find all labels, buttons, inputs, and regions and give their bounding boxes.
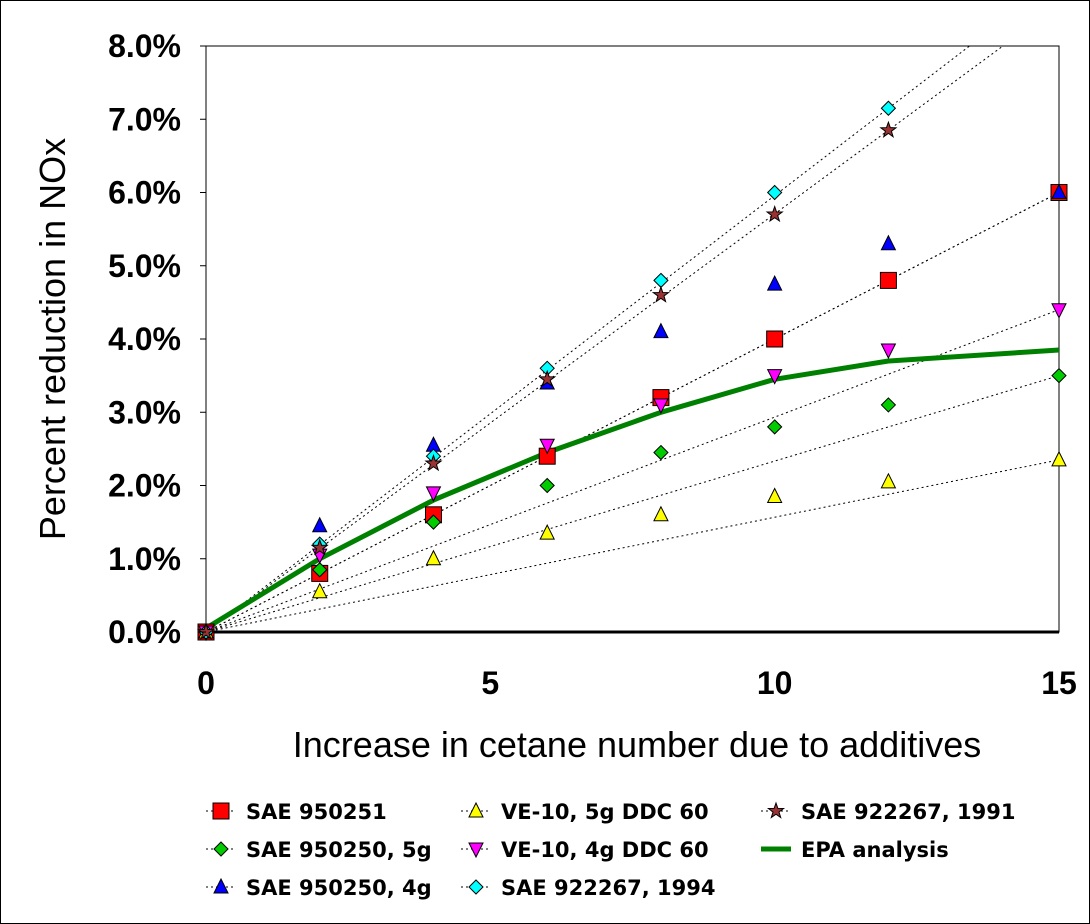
legend-label: SAE 950251: [246, 800, 387, 824]
legend-item: EPA analysis: [761, 838, 949, 862]
y-tick-label: 5.0%: [108, 248, 181, 284]
point-s4-5: [766, 369, 783, 385]
point-s1-4: [653, 444, 669, 461]
y-tick-label: 3.0%: [108, 394, 181, 430]
legend-label: SAE 922267, 1994: [501, 876, 715, 900]
point-s2-5: [766, 274, 783, 291]
legend-item: SAE 922267, 1991: [761, 800, 1015, 824]
point-s1-1: [312, 562, 328, 578]
trend-line-5: [205, 45, 970, 633]
x-tick-label: 0: [197, 665, 215, 701]
trend-line-3: [205, 459, 1060, 633]
y-tick-label: 4.0%: [108, 321, 181, 357]
y-tick-label: 0.0%: [108, 614, 181, 650]
point-s4-7: [1051, 303, 1067, 319]
legend-marker: [468, 879, 484, 895]
legend-item: SAE 922267, 1994: [461, 876, 715, 900]
point-s6-1: [310, 538, 329, 556]
point-s5-6: [880, 100, 897, 116]
point-s2-7: [1051, 183, 1067, 199]
legend-item: SAE 950250, 4g: [206, 876, 432, 900]
point-s1-6: [880, 397, 897, 413]
y-tick-label: 8.0%: [108, 28, 181, 64]
point-s5-4: [653, 272, 669, 289]
point-s5-5: [766, 184, 783, 201]
legend-label: SAE 950250, 4g: [246, 876, 432, 900]
point-s1-7: [1051, 367, 1067, 384]
point-s3-1: [311, 582, 328, 599]
point-s0-5: [766, 330, 784, 348]
x-tick-label: 5: [481, 665, 499, 701]
point-s6-5: [765, 204, 784, 223]
legend-label: VE-10, 4g DDC 60: [501, 838, 709, 862]
legend-marker: [213, 841, 229, 857]
point-s4-6: [880, 343, 897, 360]
legend-label: VE-10, 5g DDC 60: [501, 800, 709, 824]
y-tick-label: 1.0%: [108, 541, 181, 577]
legend-label: EPA analysis: [801, 838, 949, 862]
point-s6-0: [196, 622, 216, 640]
trend-line-1: [205, 375, 1060, 633]
legend-marker: [212, 802, 230, 820]
plot-area-border: [205, 45, 1060, 633]
point-s4-2: [425, 486, 442, 502]
legend: SAE 950251 SAE 950250, 5g SAE 950250, 4g VE…: [206, 800, 1015, 900]
legend-marker: [468, 842, 484, 859]
point-s6-3: [538, 369, 557, 388]
point-s3-7: [1051, 450, 1067, 467]
point-s1-3: [539, 477, 555, 494]
point-s1-5: [766, 419, 783, 435]
point-s3-4: [653, 505, 669, 522]
point-s4-4: [653, 398, 669, 415]
point-s3-5: [766, 487, 783, 503]
x-axis-title: Increase in cetane number due to additiv…: [293, 724, 981, 765]
point-s2-4: [653, 322, 669, 339]
y-tick-label: 6.0%: [108, 175, 181, 211]
epa-analysis-line: [204, 347, 1060, 631]
legend-item: VE-10, 5g DDC 60: [461, 800, 709, 824]
point-s3-2: [425, 549, 442, 566]
legend-marker: [468, 801, 484, 818]
point-s0-6: [879, 271, 897, 289]
point-s6-2: [424, 453, 443, 472]
point-s3-3: [539, 523, 556, 540]
legend-item: SAE 950250, 5g: [206, 838, 432, 862]
y-tick-label: 7.0%: [108, 101, 181, 137]
legend-item: VE-10, 4g DDC 60: [461, 838, 709, 862]
point-s2-6: [880, 234, 897, 251]
trend-line-4: [205, 309, 1060, 633]
point-s4-3: [539, 438, 556, 455]
legend-marker: [213, 877, 229, 894]
legend-label: SAE 922267, 1991: [801, 800, 1015, 824]
legend-marker: [766, 801, 786, 819]
y-axis-title: Percent reduction in NOx: [32, 138, 73, 540]
legend-label: SAE 950250, 5g: [246, 838, 432, 862]
point-s1-2: [425, 514, 442, 530]
point-s3-6: [880, 472, 897, 489]
trend-line-2: [205, 192, 1060, 633]
point-s6-4: [651, 285, 670, 303]
y-tick-label: 2.0%: [108, 468, 181, 504]
x-tick-label: 15: [1041, 665, 1077, 701]
legend-item: SAE 950251: [206, 800, 387, 824]
point-s6-6: [879, 120, 898, 138]
x-tick-label: 10: [757, 665, 793, 701]
point-s2-1: [311, 516, 328, 533]
